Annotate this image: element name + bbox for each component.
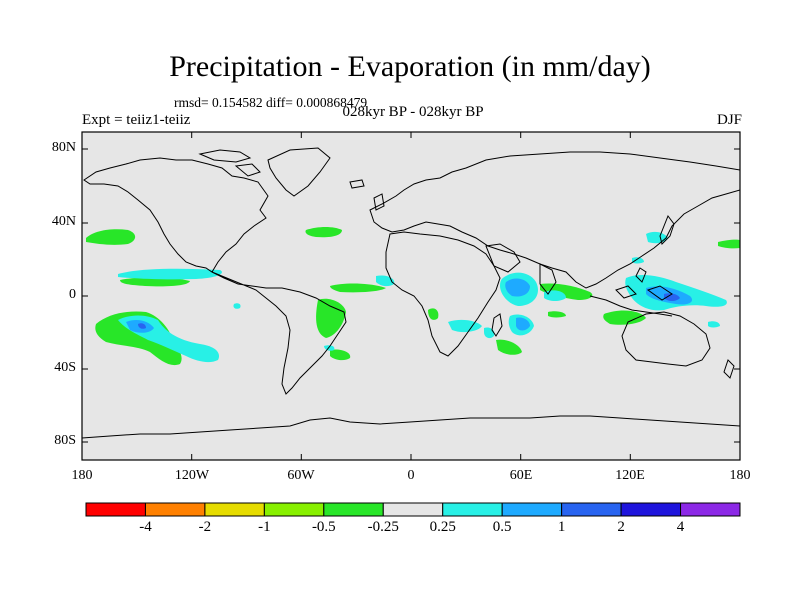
colorbar — [85, 502, 741, 517]
coastline-antarctica — [82, 415, 740, 439]
contour-region — [603, 310, 646, 325]
colorbar-swatch — [85, 502, 146, 517]
colorbar-swatch — [144, 502, 206, 517]
contour-region — [330, 283, 386, 293]
field-contours — [86, 227, 740, 366]
colorbar-swatch — [620, 502, 682, 517]
contour-region — [544, 290, 566, 301]
contour-region — [376, 275, 395, 287]
coastline-africa — [385, 231, 501, 357]
colorbar-swatch — [501, 502, 563, 517]
colorbar-swatch — [263, 502, 325, 517]
contour-region — [305, 227, 342, 238]
colorbar-label: 2 — [617, 519, 625, 535]
period-label: 028kyr BP - 028kyr BP — [342, 104, 484, 120]
colorbar-label: -4 — [139, 519, 152, 535]
contour-region — [233, 303, 241, 309]
season-label: DJF — [716, 112, 742, 128]
lon-tick-label: 120W — [174, 468, 210, 483]
colorbar-swatch — [204, 502, 265, 517]
contour-region — [540, 283, 593, 300]
coastline-indonesia — [589, 285, 673, 317]
coastline-arctic-islands — [198, 149, 261, 177]
contour-region — [548, 311, 566, 318]
colorbar-label: 1 — [557, 519, 566, 535]
contour-region — [496, 339, 522, 355]
coastline-greenland — [267, 147, 331, 197]
lat-tick-label: 0 — [69, 287, 76, 302]
lat-tick-label: 80N — [51, 140, 76, 155]
contour-region — [505, 278, 530, 297]
colorbar-label: 0.25 — [429, 519, 456, 535]
coastline-south-america — [211, 271, 347, 395]
contour-region — [324, 345, 335, 351]
coastlines — [82, 147, 740, 439]
colorbar-label: -2 — [198, 519, 212, 535]
colorbar-label: -0.5 — [311, 519, 336, 535]
contour-region — [118, 268, 222, 280]
lon-tick-label: 60W — [287, 468, 315, 483]
colorbar-swatch — [561, 502, 622, 517]
coastline-australia — [621, 311, 711, 367]
contour-region — [516, 317, 530, 331]
coastline-british-isles — [349, 179, 385, 211]
contour-region — [428, 308, 439, 320]
lat-tick-label: 80S — [54, 433, 76, 448]
contour-region — [120, 277, 190, 287]
lat-tick-label: 40N — [51, 214, 76, 229]
contour-region — [632, 257, 644, 264]
contour-region — [316, 298, 346, 338]
contour-region — [330, 349, 351, 361]
lon-tick-label: 60E — [509, 468, 533, 483]
coastline-arabia — [485, 243, 557, 295]
colorbar-label: 4 — [676, 519, 685, 535]
coastline-new-zealand — [723, 359, 735, 379]
colorbar-label: -0.25 — [367, 519, 399, 535]
coastline-north-america — [83, 157, 269, 273]
colorbar-swatch — [382, 502, 444, 517]
contour-region — [664, 293, 680, 301]
colorbar-label: -1 — [258, 519, 271, 535]
contour-region — [718, 239, 740, 249]
lat-tick-label: 40S — [54, 360, 76, 375]
colorbar-label: 0.5 — [492, 519, 512, 535]
coastline-madagascar — [491, 313, 503, 337]
contour-region — [708, 321, 720, 328]
map-ticks — [81, 132, 741, 460]
lon-tick-label: 180 — [71, 468, 93, 483]
coastline-eurasia — [369, 151, 740, 289]
map-title: Precipitation - Evaporation (in mm/day) — [169, 50, 651, 83]
colorbar-swatch — [680, 502, 741, 517]
coastline-japan — [635, 214, 675, 283]
lon-tick-label: 180 — [729, 468, 751, 483]
contour-region — [448, 319, 482, 333]
contour-region — [86, 229, 136, 245]
colorbar-swatch — [323, 502, 384, 517]
lon-tick-label: 120E — [615, 468, 645, 483]
experiment-label: Expt = teiiz1-teiiz — [82, 112, 191, 128]
lon-tick-label: 0 — [407, 468, 415, 483]
contour-region — [138, 323, 146, 329]
stats-text: rmsd= 0.154582 diff= 0.000868479 — [174, 95, 368, 110]
colorbar-swatch — [442, 502, 503, 517]
